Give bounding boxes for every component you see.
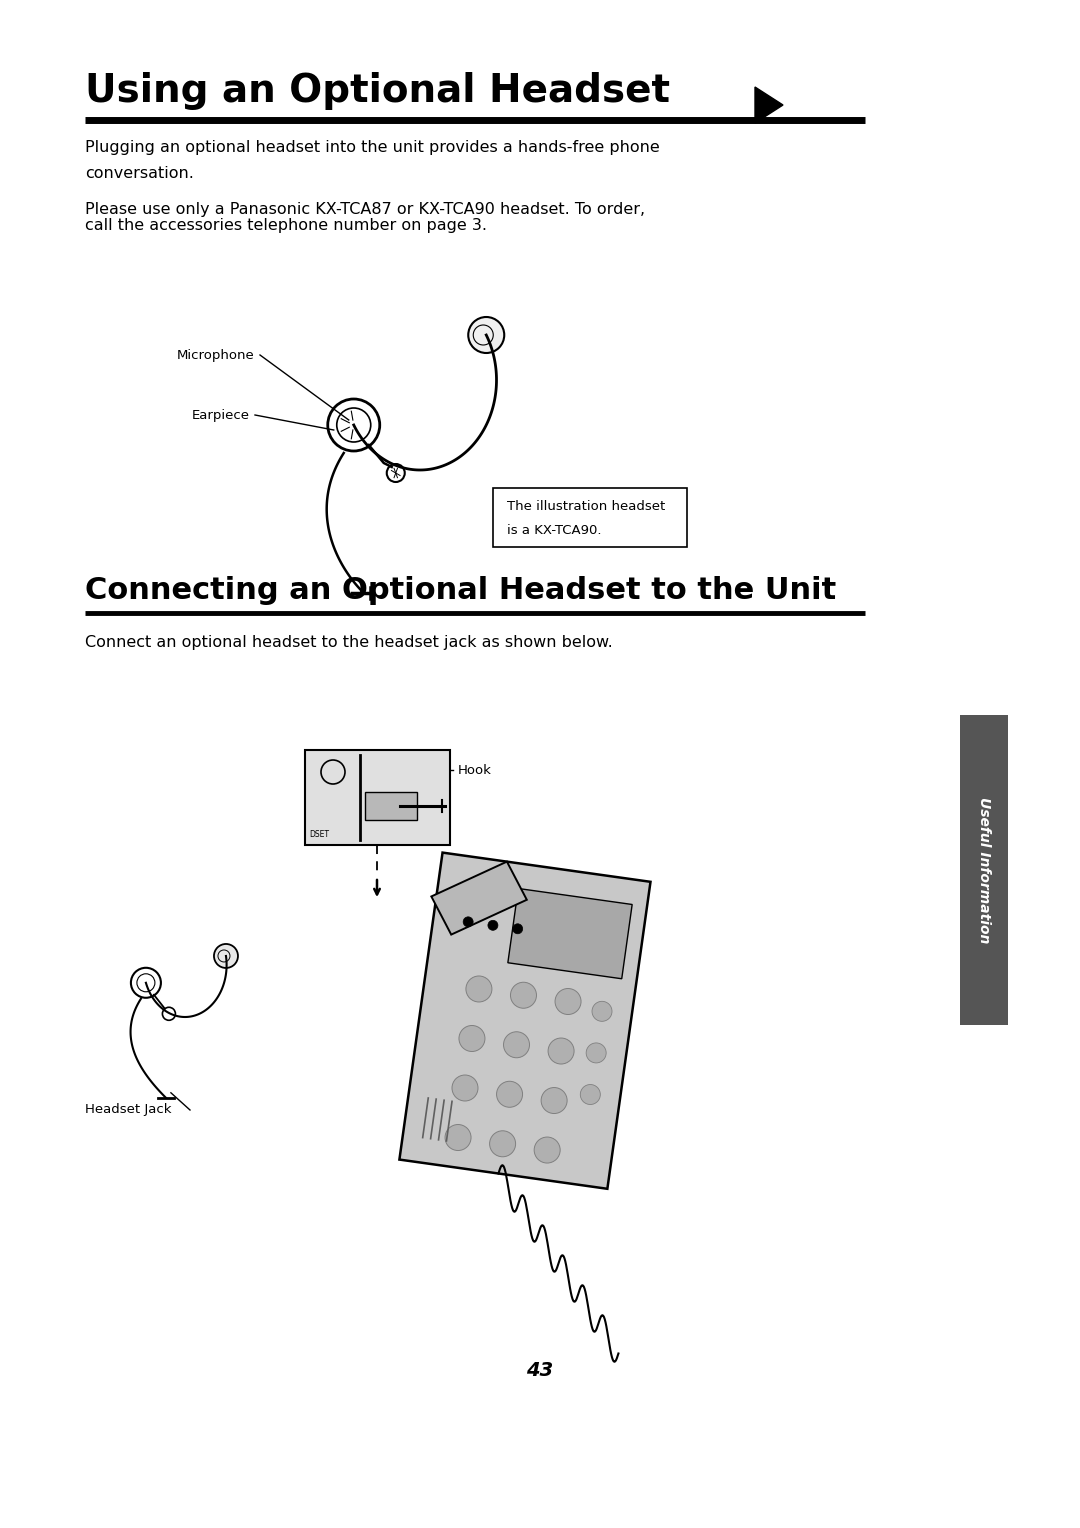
Circle shape xyxy=(463,917,473,927)
Text: Microphone: Microphone xyxy=(177,348,255,362)
Polygon shape xyxy=(755,87,783,122)
Circle shape xyxy=(580,1085,600,1105)
Circle shape xyxy=(511,983,537,1008)
Circle shape xyxy=(488,920,498,931)
FancyBboxPatch shape xyxy=(305,750,450,845)
FancyBboxPatch shape xyxy=(365,792,417,821)
Text: Earpiece: Earpiece xyxy=(192,408,249,422)
Text: is a KX-TCA90.: is a KX-TCA90. xyxy=(507,524,602,536)
Polygon shape xyxy=(508,888,632,979)
Circle shape xyxy=(445,1125,471,1151)
Circle shape xyxy=(541,1088,567,1114)
Circle shape xyxy=(214,944,238,967)
Bar xyxy=(960,715,1008,1025)
Circle shape xyxy=(548,1038,575,1063)
Text: 43: 43 xyxy=(526,1360,554,1380)
Circle shape xyxy=(497,1082,523,1108)
Circle shape xyxy=(555,989,581,1015)
Polygon shape xyxy=(400,853,650,1189)
Circle shape xyxy=(592,1001,612,1021)
Text: The illustration headset: The illustration headset xyxy=(507,500,665,513)
Text: conversation.: conversation. xyxy=(85,167,194,180)
Circle shape xyxy=(489,1131,515,1157)
Circle shape xyxy=(465,976,491,1002)
Polygon shape xyxy=(431,862,527,935)
Circle shape xyxy=(503,1031,529,1057)
Circle shape xyxy=(387,465,405,481)
Text: DSET: DSET xyxy=(309,830,329,839)
Text: Useful Information: Useful Information xyxy=(977,796,991,943)
Text: Connecting an Optional Headset to the Unit: Connecting an Optional Headset to the Un… xyxy=(85,576,836,605)
Circle shape xyxy=(586,1044,606,1063)
Circle shape xyxy=(513,924,523,934)
Text: Headset Jack: Headset Jack xyxy=(85,1103,172,1117)
Circle shape xyxy=(453,1076,478,1102)
Circle shape xyxy=(162,1007,175,1021)
Text: Connect an optional headset to the headset jack as shown below.: Connect an optional headset to the heads… xyxy=(85,636,612,649)
Circle shape xyxy=(459,1025,485,1051)
Text: Plugging an optional headset into the unit provides a hands-free phone: Plugging an optional headset into the un… xyxy=(85,141,660,154)
Text: Hook: Hook xyxy=(458,764,491,776)
Circle shape xyxy=(469,316,504,353)
Circle shape xyxy=(535,1137,561,1163)
Text: Please use only a Panasonic KX-TCA87 or KX-TCA90 headset. To order,: Please use only a Panasonic KX-TCA87 or … xyxy=(85,202,645,217)
Text: call the accessories telephone number on page 3.: call the accessories telephone number on… xyxy=(85,219,487,232)
FancyBboxPatch shape xyxy=(492,487,687,547)
Text: Using an Optional Headset: Using an Optional Headset xyxy=(85,72,670,110)
